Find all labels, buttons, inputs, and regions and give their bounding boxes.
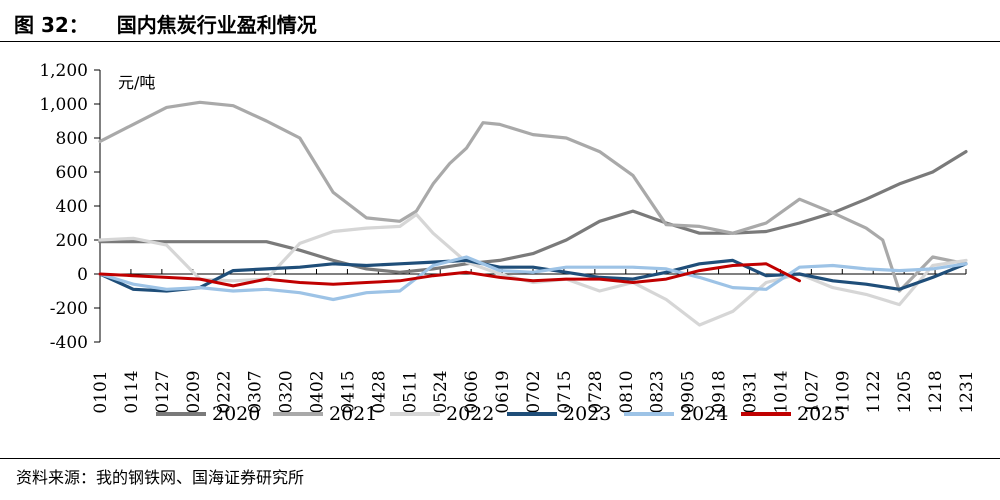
x-tick-label: 1205 [895, 370, 915, 413]
series-line-2025 [98, 262, 801, 288]
legend-label-2021: 2021 [329, 403, 377, 425]
x-tick-label: 0320 [277, 370, 297, 413]
series-line-2023 [98, 258, 968, 293]
x-tick-label: 0209 [184, 370, 204, 413]
chart-header: 图 32： 国内焦炭行业盈利情况 [14, 6, 317, 40]
legend-label-2020: 2020 [212, 403, 260, 425]
series-line-2021 [98, 100, 968, 293]
x-tick-label: 0127 [153, 370, 173, 413]
legend-label-2025: 2025 [797, 403, 845, 425]
x-tick-label: 0524 [431, 370, 451, 413]
x-tick-label: 0810 [617, 370, 637, 413]
x-tick-label: 0918 [710, 370, 730, 413]
x-tick-label: 1218 [926, 370, 946, 413]
series-layer [98, 100, 968, 327]
y-tick-label: -200 [50, 299, 88, 319]
bottom-divider [0, 458, 1000, 459]
x-tick-label: 0823 [648, 370, 668, 413]
legend-label-2022: 2022 [446, 403, 494, 425]
x-tick-label: 0307 [246, 370, 266, 413]
x-tick-label: 1014 [771, 370, 791, 413]
x-tick-label: 0702 [524, 370, 544, 413]
x-tick-label: 0931 [741, 370, 761, 413]
y-tick-label: 1,000 [39, 95, 88, 115]
y-tick-label: 0 [77, 265, 88, 285]
x-tick-label: 0415 [338, 370, 358, 413]
top-divider [0, 41, 1000, 42]
y-tick-label: -400 [50, 333, 88, 353]
legend-label-2024: 2024 [680, 403, 728, 425]
x-tick-label: 0606 [462, 370, 482, 413]
y-tick-label: 800 [56, 129, 88, 149]
chart-axes: -400 -200 0 200 400 600 800 1,000 1,200 0101 0114 0… [39, 61, 977, 414]
line-chart: -400 -200 0 200 400 600 800 1,000 1,200 0101 0114 0… [39, 61, 977, 425]
x-tick-label: 1231 [957, 370, 977, 413]
x-tick-label: 0715 [555, 370, 575, 413]
legend-label-2023: 2023 [563, 403, 611, 425]
x-tick-label: 0511 [400, 370, 420, 413]
x-tick-label: 0114 [122, 370, 142, 413]
x-tick-label: 0402 [308, 370, 328, 413]
unit-label: 元/吨 [118, 73, 155, 92]
x-tick-label: 1109 [833, 370, 853, 413]
series-line-2020 [98, 149, 968, 274]
series-line-2024 [98, 255, 968, 302]
chart-legend: 2020 2021 2022 2023 2024 2025 [156, 403, 845, 425]
x-tick-label: 0905 [679, 370, 699, 413]
x-tick-label: 0728 [586, 370, 606, 413]
figure-label: 图 32： [14, 12, 89, 37]
y-tick-label: 400 [56, 197, 88, 217]
y-tick-label: 1,200 [39, 61, 88, 81]
y-tick-label: 200 [56, 231, 88, 251]
x-tick-label: 1122 [864, 370, 884, 413]
x-tick-label: 0428 [369, 370, 389, 413]
x-tick-label: 1027 [802, 370, 822, 413]
x-tick-label: 0222 [215, 370, 235, 413]
x-tick-label: 0619 [493, 370, 513, 413]
x-tick-label: 0101 [91, 370, 111, 413]
chart-title: 国内焦炭行业盈利情况 [116, 12, 317, 37]
source-note: 资料来源：我的钢铁网、国海证券研究所 [16, 468, 305, 487]
y-tick-label: 600 [56, 163, 88, 183]
